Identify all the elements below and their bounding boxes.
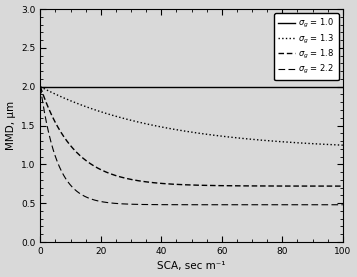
$\sigma_g$ = 1.3	[274, 140, 278, 143]
$\sigma_g$ = 2.2	[280, 203, 284, 206]
$\sigma_g$ = 2.2	[246, 203, 250, 206]
$\sigma_g$ = 2.2	[69, 184, 74, 188]
$\sigma_g$ = 1.8	[38, 85, 42, 88]
$\sigma_g$ = 2.2	[38, 85, 42, 88]
$\sigma_g$ = 1.0	[341, 85, 345, 88]
$\sigma_g$ = 1.8	[280, 184, 284, 188]
$\sigma_g$ = 1.8	[161, 182, 165, 185]
$\sigma_g$ = 2.2	[161, 203, 165, 206]
$\sigma_g$ = 1.3	[171, 127, 176, 131]
Line: $\sigma_g$ = 2.2: $\sigma_g$ = 2.2	[40, 87, 343, 205]
$\sigma_g$ = 1.3	[246, 137, 250, 141]
X-axis label: SCA, sec m⁻¹: SCA, sec m⁻¹	[157, 261, 226, 271]
$\sigma_g$ = 1.0	[280, 85, 284, 88]
$\sigma_g$ = 1.3	[280, 140, 284, 143]
$\sigma_g$ = 1.0	[69, 85, 74, 88]
$\sigma_g$ = 1.8	[341, 184, 345, 188]
$\sigma_g$ = 1.8	[69, 145, 74, 148]
$\sigma_g$ = 1.3	[161, 125, 165, 129]
Y-axis label: MMD, μm: MMD, μm	[6, 101, 16, 150]
$\sigma_g$ = 1.0	[274, 85, 278, 88]
$\sigma_g$ = 2.2	[171, 203, 176, 206]
Line: $\sigma_g$ = 1.8: $\sigma_g$ = 1.8	[40, 87, 343, 186]
$\sigma_g$ = 1.8	[171, 183, 176, 186]
$\sigma_g$ = 2.2	[341, 203, 345, 206]
$\sigma_g$ = 1.0	[38, 85, 42, 88]
$\sigma_g$ = 1.0	[161, 85, 165, 88]
$\sigma_g$ = 1.3	[341, 143, 345, 147]
Line: $\sigma_g$ = 1.3: $\sigma_g$ = 1.3	[40, 87, 343, 145]
Legend: $\sigma_g$ = 1.0, $\sigma_g$ = 1.3, $\sigma_g$ = 1.8, $\sigma_g$ = 2.2: $\sigma_g$ = 1.0, $\sigma_g$ = 1.3, $\si…	[274, 13, 339, 80]
$\sigma_g$ = 1.3	[38, 85, 42, 88]
$\sigma_g$ = 1.8	[246, 184, 250, 188]
$\sigma_g$ = 1.3	[69, 99, 74, 103]
$\sigma_g$ = 1.8	[274, 184, 278, 188]
$\sigma_g$ = 1.0	[171, 85, 176, 88]
$\sigma_g$ = 2.2	[274, 203, 278, 206]
$\sigma_g$ = 1.0	[246, 85, 250, 88]
